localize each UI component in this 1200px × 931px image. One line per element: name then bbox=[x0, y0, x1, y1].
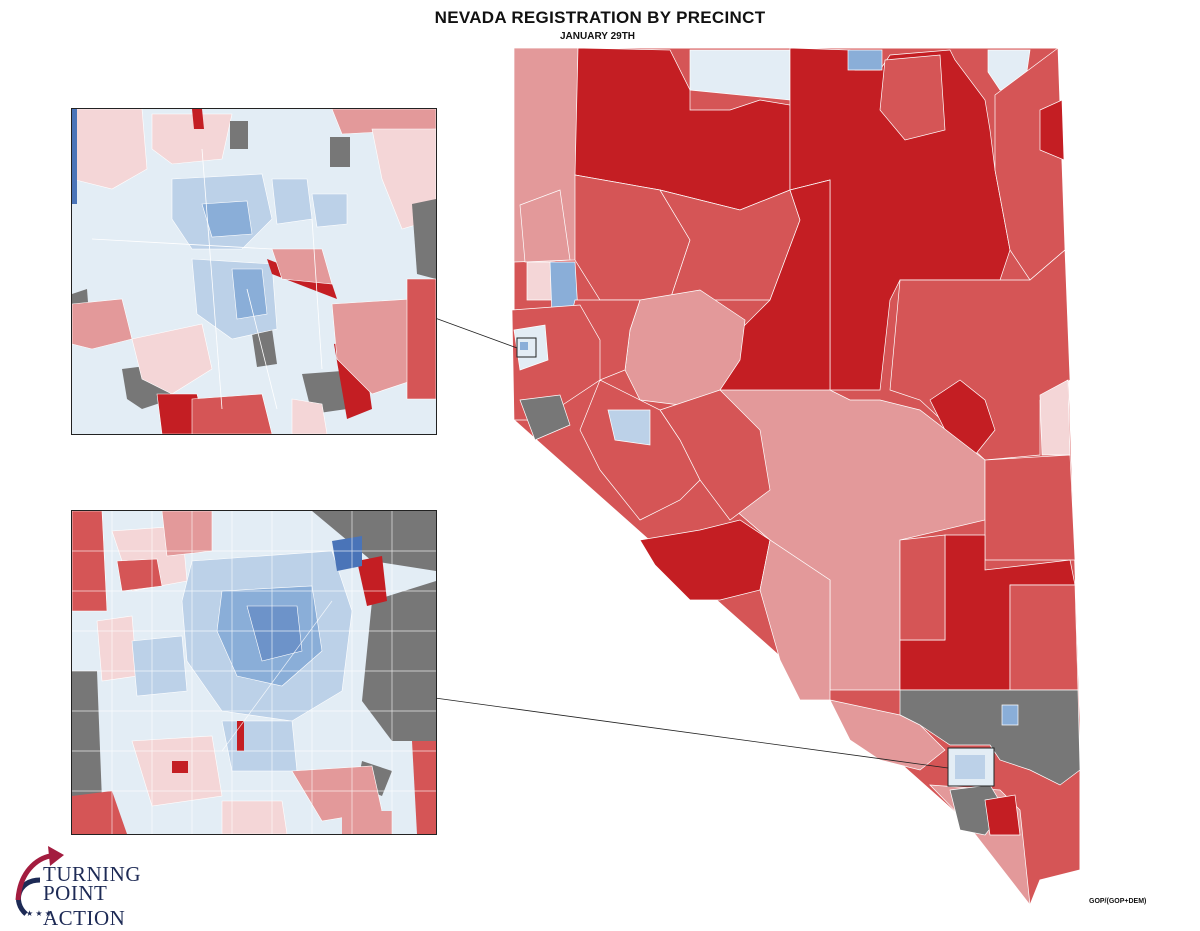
region-clark-blue bbox=[1001, 704, 1019, 726]
map-subtitle-date: JANUARY 29TH bbox=[560, 31, 636, 42]
region-clark-mid bbox=[829, 699, 946, 771]
region-nw-small bbox=[519, 189, 571, 263]
logo-text-point-action: POINT ACTION bbox=[43, 881, 126, 930]
region-carson bbox=[519, 394, 571, 441]
region-lincoln-east bbox=[1009, 584, 1079, 691]
legend-label: GOP/(GOP+DEM) bbox=[1089, 898, 1147, 905]
reno-connector-line bbox=[434, 317, 518, 349]
map-title: NEVADA REGISTRATION BY PRECINCT bbox=[434, 8, 766, 27]
region-nye-south bbox=[759, 539, 831, 701]
turning-point-action-logo: ★ ★ ★ TURNING POINT ACTION bbox=[8, 840, 188, 930]
vegas-inset-map bbox=[71, 510, 437, 835]
reno-inset-map bbox=[71, 108, 437, 435]
region-ne-strong bbox=[1039, 99, 1065, 161]
region-blue-patch bbox=[607, 409, 651, 446]
logo-arrow-icon: ★ ★ ★ bbox=[15, 846, 64, 918]
region-elko-blue bbox=[847, 49, 883, 71]
logo-text-turning: TURNING bbox=[43, 862, 141, 886]
region-lincoln bbox=[984, 454, 1076, 561]
region-lincoln-mid bbox=[899, 534, 946, 641]
region-ne-mid bbox=[879, 54, 946, 141]
svg-text:★ ★ ★: ★ ★ ★ bbox=[26, 909, 52, 918]
vegas-connector-line bbox=[434, 697, 949, 769]
region-clark-strong bbox=[984, 794, 1021, 836]
